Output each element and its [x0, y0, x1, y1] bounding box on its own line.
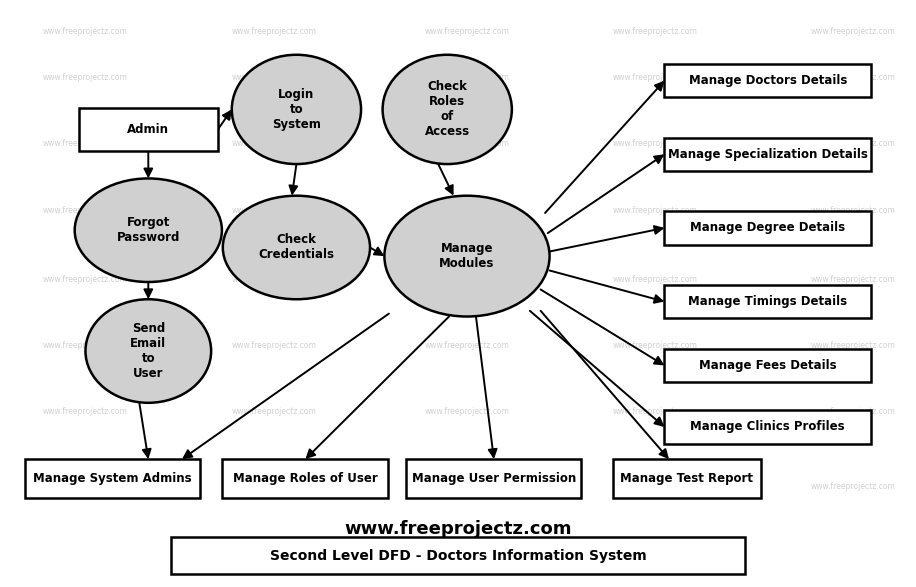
Text: www.freeprojectz.com: www.freeprojectz.com — [613, 341, 698, 350]
FancyBboxPatch shape — [664, 349, 871, 382]
Text: www.freeprojectz.com: www.freeprojectz.com — [811, 205, 896, 215]
Text: www.freeprojectz.com: www.freeprojectz.com — [613, 275, 698, 284]
Text: Manage User Permission: Manage User Permission — [412, 472, 576, 485]
Text: www.freeprojectz.com: www.freeprojectz.com — [43, 140, 128, 149]
Text: www.freeprojectz.com: www.freeprojectz.com — [232, 73, 316, 82]
FancyBboxPatch shape — [25, 459, 200, 498]
Text: www.freeprojectz.com: www.freeprojectz.com — [811, 482, 896, 491]
FancyBboxPatch shape — [664, 137, 871, 171]
Text: www.freeprojectz.com: www.freeprojectz.com — [613, 205, 698, 215]
Text: Admin: Admin — [127, 123, 169, 136]
FancyBboxPatch shape — [664, 285, 871, 318]
FancyBboxPatch shape — [407, 459, 582, 498]
FancyBboxPatch shape — [664, 64, 871, 97]
Text: Manage Test Report: Manage Test Report — [620, 472, 753, 485]
Text: Manage Doctors Details: Manage Doctors Details — [689, 74, 847, 87]
Text: www.freeprojectz.com: www.freeprojectz.com — [232, 140, 316, 149]
Text: www.freeprojectz.com: www.freeprojectz.com — [43, 73, 128, 82]
Text: www.freeprojectz.com: www.freeprojectz.com — [232, 482, 316, 491]
Text: www.freeprojectz.com: www.freeprojectz.com — [424, 205, 509, 215]
Text: www.freeprojectz.com: www.freeprojectz.com — [811, 407, 896, 416]
Ellipse shape — [232, 55, 361, 164]
Text: www.freeprojectz.com: www.freeprojectz.com — [424, 482, 509, 491]
Text: www.freeprojectz.com: www.freeprojectz.com — [811, 341, 896, 350]
Text: www.freeprojectz.com: www.freeprojectz.com — [424, 140, 509, 149]
Text: www.freeprojectz.com: www.freeprojectz.com — [232, 205, 316, 215]
FancyBboxPatch shape — [79, 108, 218, 151]
Text: www.freeprojectz.com: www.freeprojectz.com — [344, 520, 572, 538]
Ellipse shape — [85, 299, 212, 403]
Text: www.freeprojectz.com: www.freeprojectz.com — [613, 407, 698, 416]
Text: www.freeprojectz.com: www.freeprojectz.com — [424, 407, 509, 416]
Text: www.freeprojectz.com: www.freeprojectz.com — [424, 275, 509, 284]
Text: Manage Fees Details: Manage Fees Details — [699, 359, 836, 372]
Ellipse shape — [75, 178, 222, 282]
Text: Second Level DFD - Doctors Information System: Second Level DFD - Doctors Information S… — [269, 549, 647, 563]
Text: www.freeprojectz.com: www.freeprojectz.com — [424, 341, 509, 350]
Ellipse shape — [383, 55, 512, 164]
Ellipse shape — [385, 195, 550, 316]
Text: www.freeprojectz.com: www.freeprojectz.com — [811, 27, 896, 36]
Text: www.freeprojectz.com: www.freeprojectz.com — [613, 73, 698, 82]
Text: www.freeprojectz.com: www.freeprojectz.com — [43, 407, 128, 416]
FancyBboxPatch shape — [664, 211, 871, 245]
Text: www.freeprojectz.com: www.freeprojectz.com — [232, 27, 316, 36]
Text: Manage Roles of User: Manage Roles of User — [233, 472, 377, 485]
Text: www.freeprojectz.com: www.freeprojectz.com — [811, 140, 896, 149]
Ellipse shape — [223, 195, 370, 299]
Text: Manage Degree Details: Manage Degree Details — [690, 221, 845, 234]
Text: www.freeprojectz.com: www.freeprojectz.com — [613, 482, 698, 491]
Text: www.freeprojectz.com: www.freeprojectz.com — [43, 341, 128, 350]
Text: www.freeprojectz.com: www.freeprojectz.com — [232, 407, 316, 416]
Text: www.freeprojectz.com: www.freeprojectz.com — [43, 205, 128, 215]
Text: www.freeprojectz.com: www.freeprojectz.com — [613, 140, 698, 149]
Text: www.freeprojectz.com: www.freeprojectz.com — [811, 73, 896, 82]
Text: www.freeprojectz.com: www.freeprojectz.com — [811, 275, 896, 284]
Text: www.freeprojectz.com: www.freeprojectz.com — [613, 27, 698, 36]
Text: Manage Clinics Profiles: Manage Clinics Profiles — [691, 420, 845, 433]
Text: www.freeprojectz.com: www.freeprojectz.com — [43, 275, 128, 284]
Text: www.freeprojectz.com: www.freeprojectz.com — [232, 275, 316, 284]
FancyBboxPatch shape — [170, 537, 746, 574]
Text: Manage Timings Details: Manage Timings Details — [688, 295, 847, 308]
Text: www.freeprojectz.com: www.freeprojectz.com — [232, 341, 316, 350]
Text: Manage System Admins: Manage System Admins — [33, 472, 191, 485]
Text: Manage
Modules: Manage Modules — [440, 242, 495, 270]
Text: www.freeprojectz.com: www.freeprojectz.com — [43, 482, 128, 491]
Text: www.freeprojectz.com: www.freeprojectz.com — [424, 27, 509, 36]
Text: Login
to
System: Login to System — [272, 88, 321, 131]
Text: www.freeprojectz.com: www.freeprojectz.com — [43, 27, 128, 36]
Text: www.freeprojectz.com: www.freeprojectz.com — [424, 73, 509, 82]
FancyBboxPatch shape — [613, 459, 761, 498]
Text: Check
Credentials: Check Credentials — [258, 234, 334, 261]
Text: Forgot
Password: Forgot Password — [116, 216, 180, 244]
Text: Send
Email
to
User: Send Email to User — [130, 322, 167, 380]
FancyBboxPatch shape — [223, 459, 388, 498]
Text: Check
Roles
of
Access: Check Roles of Access — [425, 80, 470, 139]
FancyBboxPatch shape — [664, 410, 871, 444]
Text: Manage Specialization Details: Manage Specialization Details — [668, 148, 867, 161]
